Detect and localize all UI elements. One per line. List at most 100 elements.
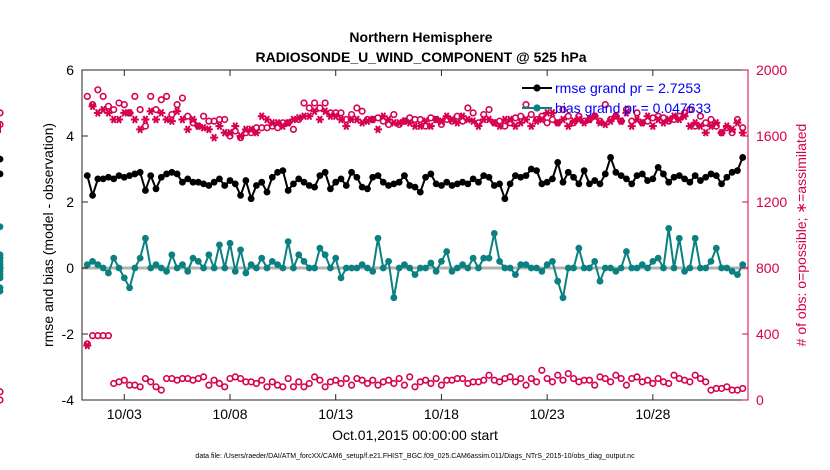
rmse-point [226, 177, 234, 184]
obs-possible-point [300, 99, 308, 107]
obs-low-possible-point [141, 374, 150, 383]
rmse-point [274, 168, 281, 176]
x-tick-label: 10/28 [635, 406, 670, 422]
bias-point [253, 264, 260, 272]
bias-point [274, 261, 281, 269]
bias-point [163, 267, 170, 275]
obs-possible-point [147, 92, 155, 100]
bias-point [210, 264, 218, 272]
bias-point [480, 254, 488, 262]
obs-assimilated-stroke [597, 118, 603, 127]
bias-point [644, 264, 651, 272]
rmse-point [163, 170, 170, 178]
bias-point [443, 248, 451, 255]
bias-point [538, 267, 546, 275]
bias-point [501, 264, 509, 272]
obs-assimilated-stroke [697, 122, 704, 131]
obs-possible-point [199, 112, 208, 120]
bias-point [586, 264, 593, 272]
rmse-point [570, 173, 577, 181]
bias-point [660, 264, 667, 272]
obs-possible-point [83, 92, 91, 100]
legend-bias-marker [533, 104, 541, 112]
rmse-point [242, 177, 250, 184]
obs-assimilated-point [141, 115, 150, 124]
obs-low-possible-point [337, 379, 345, 388]
obs-assimilated-stroke [137, 125, 144, 134]
bias-point [295, 251, 303, 259]
chart-subtitle: RADIOSONDE_U_WIND_COMPONENT @ 525 hPa [255, 49, 586, 65]
legend-rmse-marker [533, 84, 541, 92]
rmse-point [675, 172, 683, 180]
obs-low-possible-point [316, 376, 324, 384]
obs-assimilated-stroke [110, 115, 117, 124]
obs-assimilated-point [231, 122, 240, 131]
obs-assimilated-point [130, 115, 139, 124]
obs-assimilated-stroke [205, 125, 212, 134]
obs-low-possible-point [268, 378, 276, 386]
bias-point [0, 274, 4, 282]
bias-point [601, 264, 609, 272]
rmse-point [337, 175, 345, 183]
bias-point [263, 264, 271, 272]
obs-low-possible-point [258, 376, 266, 384]
obs-possible-point [305, 104, 313, 112]
obs-possible-point [564, 112, 572, 120]
obs-assimilated-stroke [671, 112, 677, 121]
rmse-point [89, 192, 96, 199]
bias-point [194, 258, 202, 265]
obs-low-possible-point [400, 381, 409, 389]
obs-possible-point [601, 101, 609, 109]
obs-possible-point [659, 114, 668, 122]
obs-assimilated-stroke [401, 117, 408, 126]
bias-point [570, 264, 577, 272]
rmse-point [385, 182, 392, 189]
rmse-point [697, 177, 704, 184]
obs-low-possible-point [215, 379, 224, 388]
obs-low-possible-point [199, 373, 208, 381]
obs-assimilated-stroke [523, 115, 529, 124]
obs-possible-point [321, 99, 329, 107]
bias-point [517, 261, 525, 269]
obs-low-possible-point [221, 383, 229, 391]
y-left-tick-label: -2 [62, 326, 75, 342]
obs-assimilated-stroke [607, 117, 614, 126]
obs-assimilated-point [680, 112, 689, 121]
obs-assimilated-stroke [443, 112, 450, 121]
bias-point [591, 258, 599, 265]
bias-point [157, 264, 165, 272]
rmse-point [115, 172, 123, 180]
obs-assimilated-stroke [422, 117, 429, 126]
rmse-point [644, 177, 651, 184]
bias-point [0, 223, 4, 231]
rmse-point [501, 195, 509, 203]
rmse-point [490, 182, 498, 189]
obs-possible-point [0, 120, 4, 129]
rmse-point [316, 172, 324, 180]
rmse-point [210, 178, 218, 186]
obs-possible-point [485, 105, 493, 114]
rmse-point [406, 182, 414, 189]
obs-assimilated-point [310, 107, 319, 116]
obs-assimilated-stroke [644, 112, 651, 121]
rmse-point [390, 180, 398, 188]
rmse-point [311, 183, 318, 191]
rmse-point [237, 192, 244, 199]
rmse-point [580, 167, 588, 175]
obs-assimilated-stroke [200, 123, 207, 132]
rmse-point [596, 180, 604, 188]
obs-possible-point [686, 105, 694, 114]
obs-assimilated-stroke [560, 115, 566, 124]
legend-bias-label: bias grand pr = 0.047633 [555, 100, 711, 116]
obs-low-possible-point [458, 374, 467, 383]
rmse-point [527, 165, 535, 173]
rmse-point [564, 168, 572, 176]
bias-point [522, 261, 530, 269]
obs-assimilated-point [146, 107, 155, 116]
y-axis-right-label: # of obs: o=possible; ∗=assimilated [793, 124, 809, 347]
obs-assimilated-stroke [121, 108, 128, 117]
obs-low-possible-point [104, 332, 113, 340]
bias-point [633, 264, 641, 272]
bias-point [242, 269, 250, 277]
bias-point [575, 244, 583, 252]
